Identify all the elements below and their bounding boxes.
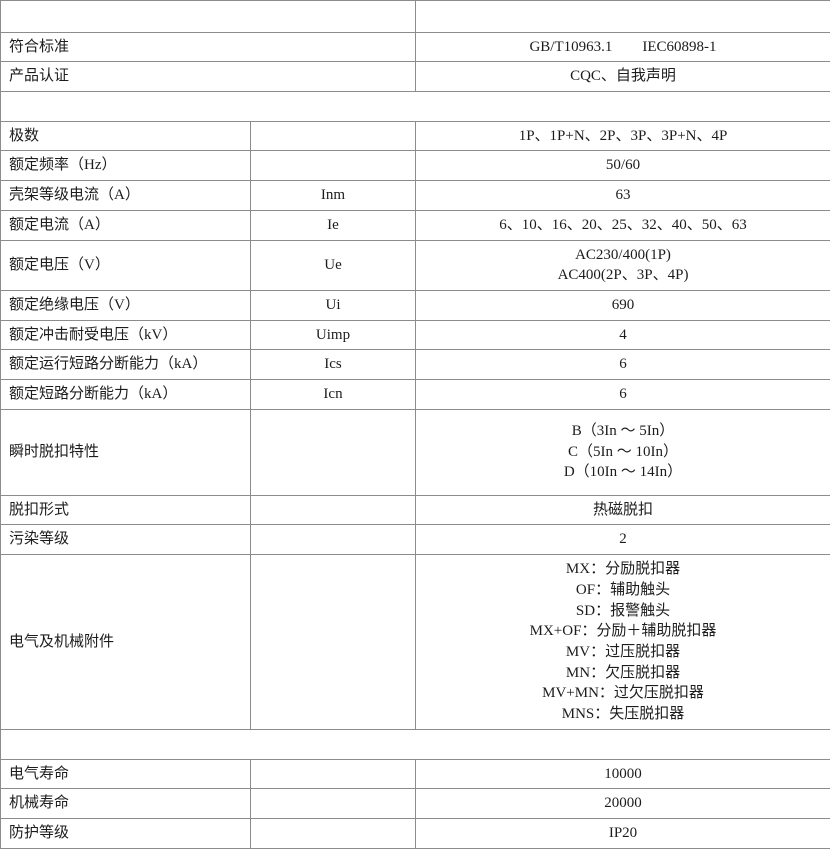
spec-label: 壳架等级电流（A） xyxy=(1,181,251,211)
section-header-row: 机械特性 xyxy=(1,730,830,760)
product-name-header: 产品名称 xyxy=(1,1,416,33)
spec-value: 20000 xyxy=(416,789,830,819)
spec-value: 63 xyxy=(416,181,830,211)
section-title: 电气特性 xyxy=(1,92,830,122)
spec-value: 6、10、16、20、25、32、40、50、63 xyxy=(416,210,830,240)
spec-row: 机械寿命 20000 xyxy=(1,789,830,819)
spec-value-line: MNS：失压脱扣器 xyxy=(422,704,824,725)
spec-label: 符合标准 xyxy=(1,32,416,62)
spec-value-line: SD：报警触头 xyxy=(422,601,824,622)
spec-value: 50/60 xyxy=(416,151,830,181)
spec-symbol xyxy=(251,409,416,495)
section-title: 机械特性 xyxy=(1,730,830,760)
spec-symbol xyxy=(251,759,416,789)
spec-row: 瞬时脱扣特性 B（3In ～ 5In）C（5In ～ 10In）D（10In ～ … xyxy=(1,409,830,495)
spec-symbol xyxy=(251,495,416,525)
spec-symbol xyxy=(251,151,416,181)
spec-value-line: D（10In ～ 14In） xyxy=(422,462,824,483)
spec-symbol xyxy=(251,525,416,555)
spec-value-line: AC230/400(1P) xyxy=(422,245,824,266)
spec-value: CQC、自我声明 xyxy=(416,62,830,92)
spec-symbol: Ue xyxy=(251,240,416,290)
spec-label: 额定电压（V） xyxy=(1,240,251,290)
spec-value-line: AC400(2P、3P、4P) xyxy=(422,265,824,286)
spec-value: 10000 xyxy=(416,759,830,789)
spec-row: 电气寿命 10000 xyxy=(1,759,830,789)
spec-symbol xyxy=(251,555,416,730)
spec-symbol xyxy=(251,121,416,151)
spec-label: 额定绝缘电压（V） xyxy=(1,290,251,320)
spec-value-line: MX+OF：分励＋辅助脱扣器 xyxy=(422,621,824,642)
spec-symbol xyxy=(251,789,416,819)
spec-symbol: Icn xyxy=(251,379,416,409)
spec-label: 瞬时脱扣特性 xyxy=(1,409,251,495)
spec-value: 热磁脱扣 xyxy=(416,495,830,525)
spec-label: 电气寿命 xyxy=(1,759,251,789)
spec-value: 690 xyxy=(416,290,830,320)
spec-label: 额定短路分断能力（kA） xyxy=(1,379,251,409)
spec-label: 额定电流（A） xyxy=(1,210,251,240)
spec-value-line: OF：辅助触头 xyxy=(422,580,824,601)
spec-label: 极数 xyxy=(1,121,251,151)
spec-symbol: Ui xyxy=(251,290,416,320)
spec-value: GB/T10963.1 IEC60898-1 xyxy=(416,32,830,62)
spec-label: 额定频率（Hz） xyxy=(1,151,251,181)
spec-row: 额定频率（Hz） 50/60 xyxy=(1,151,830,181)
spec-symbol xyxy=(251,819,416,849)
spec-value: AC230/400(1P)AC400(2P、3P、4P) xyxy=(416,240,830,290)
spec-label: 防护等级 xyxy=(1,819,251,849)
spec-value-line: MV：过压脱扣器 xyxy=(422,642,824,663)
spec-label: 额定运行短路分断能力（kA） xyxy=(1,350,251,380)
spec-symbol: Ics xyxy=(251,350,416,380)
spec-value: IP20 xyxy=(416,819,830,849)
spec-value: 6 xyxy=(416,379,830,409)
product-model-header: TGBT-63 xyxy=(416,1,830,33)
spec-value: 1P、1P+N、2P、3P、3P+N、4P xyxy=(416,121,830,151)
spec-value: 2 xyxy=(416,525,830,555)
spec-row: 脱扣形式 热磁脱扣 xyxy=(1,495,830,525)
spec-value-line: MN：欠压脱扣器 xyxy=(422,663,824,684)
spec-value-line: C（5In ～ 10In） xyxy=(422,442,824,463)
spec-symbol: Uimp xyxy=(251,320,416,350)
section-header-row: 电气特性 xyxy=(1,92,830,122)
spec-label: 污染等级 xyxy=(1,525,251,555)
spec-row: 极数 1P、1P+N、2P、3P、3P+N、4P xyxy=(1,121,830,151)
spec-symbol: Inm xyxy=(251,181,416,211)
spec-value: B（3In ～ 5In）C（5In ～ 10In）D（10In ～ 14In） xyxy=(416,409,830,495)
spec-symbol: Ie xyxy=(251,210,416,240)
spec-row: 防护等级 IP20 xyxy=(1,819,830,849)
spec-value: 4 xyxy=(416,320,830,350)
spec-label: 机械寿命 xyxy=(1,789,251,819)
spec-value-line: MV+MN：过欠压脱扣器 xyxy=(422,683,824,704)
spec-row: 污染等级 2 xyxy=(1,525,830,555)
spec-value-line: B（3In ～ 5In） xyxy=(422,421,824,442)
spec-label: 电气及机械附件 xyxy=(1,555,251,730)
spec-label: 额定冲击耐受电压（kV） xyxy=(1,320,251,350)
spec-label: 产品认证 xyxy=(1,62,416,92)
spec-value: 6 xyxy=(416,350,830,380)
spec-label: 脱扣形式 xyxy=(1,495,251,525)
spec-value-line: MX：分励脱扣器 xyxy=(422,559,824,580)
